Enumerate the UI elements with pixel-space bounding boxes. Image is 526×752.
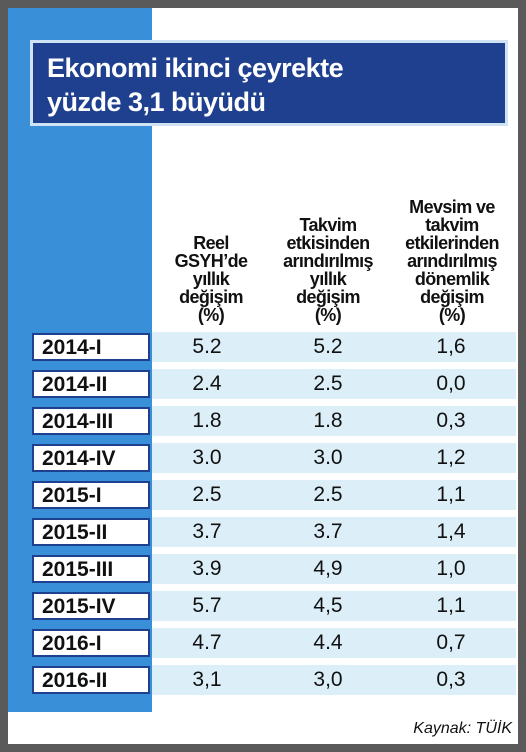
cell: 3,0 <box>313 668 343 691</box>
column-header: Takvim etkisinden arındırılmış yıllık değişi… <box>266 148 390 324</box>
column-header-line: (%) <box>197 305 225 325</box>
cell: 3.7 <box>313 520 343 543</box>
column-header-line: arındırılmış <box>407 251 497 271</box>
cell: 0,7 <box>436 631 466 654</box>
cell: 4,9 <box>313 557 343 580</box>
row-label: 2014-IV <box>32 444 150 472</box>
row-background <box>152 443 516 473</box>
cell: 1.8 <box>192 409 222 432</box>
cell: 5.7 <box>192 594 222 617</box>
row-background <box>152 591 516 621</box>
row-background <box>152 554 516 584</box>
row-label: 2015-IV <box>32 592 150 620</box>
cell: 3.7 <box>192 520 222 543</box>
source: Kaynak: TÜİK <box>413 720 512 737</box>
row-background <box>152 517 516 547</box>
column-header-line: Mevsim ve <box>409 197 495 217</box>
cell: 0,0 <box>436 372 466 395</box>
column-header-line: Takvim <box>299 215 357 235</box>
row-background <box>152 665 516 695</box>
row-label: 2014-II <box>32 370 150 398</box>
row-background <box>152 369 516 399</box>
row-background <box>152 480 516 510</box>
cell: 1.8 <box>313 409 343 432</box>
row-label: 2015-I <box>32 481 150 509</box>
column-header-line: etkisinden <box>286 233 370 253</box>
column-header: Mevsim ve takvim etkilerinden arındırılmış d… <box>388 148 516 324</box>
row-label: 2016-II <box>32 666 150 694</box>
column-header-line: (%) <box>438 305 466 325</box>
title-line: yüzde 3,1 büyüdü <box>47 87 266 117</box>
row-label: 2015-III <box>32 555 150 583</box>
cell: 3.0 <box>313 446 343 469</box>
cell: 2.5 <box>192 483 222 506</box>
cell: 5.2 <box>313 335 343 358</box>
cell: 4.7 <box>192 631 222 654</box>
row-label: 2014-III <box>32 407 150 435</box>
column-header-line: Reel <box>193 233 229 253</box>
column-header-line: yıllık <box>309 269 347 289</box>
cell: 2.4 <box>192 372 222 395</box>
column-header-line: arındırılmış <box>283 251 373 271</box>
column-header-line: dönemlik <box>414 269 490 289</box>
column-header: Reel GSYH’de yıllık değişim (%) <box>156 148 266 324</box>
row-label: 2014-I <box>32 333 150 361</box>
cell: 4,5 <box>313 594 343 617</box>
row-label: 2015-II <box>32 518 150 546</box>
cell: 4.4 <box>313 631 343 654</box>
row-background <box>152 406 516 436</box>
title-line: Ekonomi ikinci çeyrekte <box>47 53 344 83</box>
column-header-line: yıllık <box>192 269 230 289</box>
cell: 3.0 <box>192 446 222 469</box>
column-header-line: (%) <box>314 305 342 325</box>
row-background <box>152 628 516 658</box>
column-header-line: değişim <box>420 287 484 307</box>
cell: 0,3 <box>436 668 466 691</box>
column-header-line: değişim <box>179 287 243 307</box>
cell: 3,1 <box>192 668 222 691</box>
cell: 2.5 <box>313 483 343 506</box>
cell: 1,6 <box>436 335 466 358</box>
cell: 1,1 <box>436 594 466 617</box>
cell: 1,4 <box>436 520 466 543</box>
column-header-line: etkilerinden <box>405 233 499 253</box>
title-box: Ekonomi ikinci çeyrekte yüzde 3,1 büyüdü <box>30 40 508 126</box>
cell: 1,0 <box>436 557 466 580</box>
row-label: 2016-I <box>32 629 150 657</box>
row-background <box>152 332 516 362</box>
column-header-line: takvim <box>425 215 479 235</box>
cell: 3.9 <box>192 557 222 580</box>
column-header-line: değişim <box>296 287 360 307</box>
cell: 5.2 <box>192 335 222 358</box>
cell: 1,2 <box>436 446 466 469</box>
cell: 2.5 <box>313 372 343 395</box>
cell: 1,1 <box>436 483 466 506</box>
cell: 0,3 <box>436 409 466 432</box>
column-header-line: GSYH’de <box>174 251 248 271</box>
